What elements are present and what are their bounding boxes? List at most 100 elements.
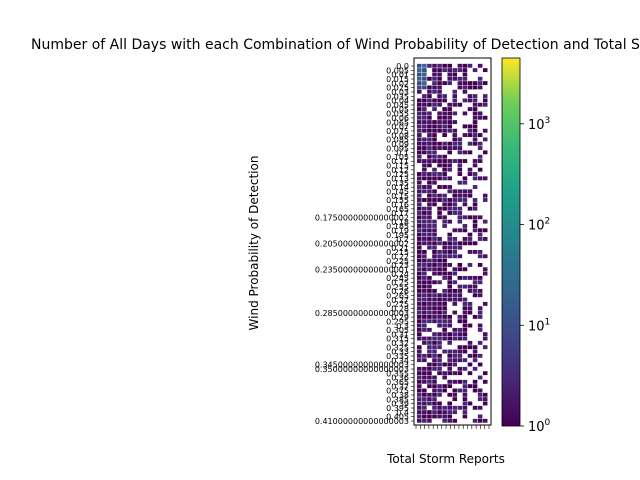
heatmap-cell [417,392,422,397]
heatmap-cell [417,418,422,423]
y-tick-label: 0.215 [386,248,409,257]
heatmap-cell [427,327,432,332]
heatmap-cell [452,405,458,410]
y-tick-label: 0.28500000000000003 [315,309,409,318]
heatmap-cell [457,358,463,363]
heatmap-cell [422,228,427,233]
y-tick-label: 0.36 [391,374,409,383]
x-axis-ticks [415,425,490,429]
heatmap-cell [477,375,483,380]
heatmap-cell [422,232,427,237]
heatmap-cell [462,332,468,337]
heatmap-cell [447,63,452,68]
heatmap-cell [432,89,437,94]
heatmap-cell [477,414,483,419]
colorbar-tick-label: 101 [528,317,550,334]
heatmap-cell [467,384,473,389]
heatmap-cell [457,206,463,211]
heatmap-cell [427,146,432,150]
heatmap-cell [437,358,442,363]
heatmap-cell [427,418,432,423]
heatmap-cell [427,397,432,402]
heatmap-cell [442,288,447,293]
heatmap-cell [467,323,473,328]
heatmap-cell [467,301,473,306]
heatmap-cell [442,314,447,319]
heatmap-cell [417,327,422,332]
heatmap-cell [437,128,442,133]
heatmap-cell [467,284,473,289]
heatmap-cell [437,323,442,328]
heatmap-cell [442,336,447,341]
heatmap-cell [417,154,422,159]
heatmap-cell [427,102,432,107]
heatmap-cell [432,314,437,319]
y-tick-label: 0.33 [391,348,409,357]
heatmap-cell [427,258,432,263]
heatmap-cell [437,267,442,272]
heatmap-cell [427,384,432,389]
heatmap-cell [432,288,437,293]
heatmap-cell [417,349,422,354]
heatmap-cell [417,176,422,181]
heatmap-cell [432,85,437,90]
heatmap-cell [422,310,427,315]
heatmap-cell [477,418,483,423]
heatmap-cell [442,98,447,103]
heatmap-cell [447,405,452,410]
heatmap-cell [442,275,447,280]
heatmap-cell [452,68,458,73]
heatmap-cell [477,146,483,150]
heatmap-cell [427,375,432,380]
heatmap-cell [432,306,437,311]
heatmap-cell [457,189,463,194]
heatmap-cell [427,172,432,176]
heatmap-cell [442,167,447,172]
heatmap-cell [422,206,427,211]
heatmap-cell [437,271,442,276]
heatmap-cell [442,267,447,272]
heatmap-cell [427,245,432,250]
heatmap-cell [447,167,452,172]
heatmap-cell [427,120,432,125]
heatmap-cell [432,345,437,350]
heatmap-cell [447,176,452,181]
heatmap-cell [437,319,442,324]
heatmap-cell [462,301,468,306]
heatmap-cell [482,332,488,337]
heatmap-cell [457,245,463,250]
colorbar-tick-label: 100 [528,418,551,435]
heatmap-cell [467,275,473,280]
heatmap-cell [417,63,422,68]
heatmap-cell [477,310,483,315]
heatmap-cell [432,340,437,345]
heatmap-cell [422,115,427,120]
heatmap-cell [447,232,452,237]
heatmap-cell [432,63,437,68]
heatmap-cell [467,189,473,194]
heatmap-cell [432,349,437,354]
y-tick-label: 0.225 [386,257,409,266]
heatmap-cell [482,102,488,107]
heatmap-cell [482,115,488,120]
heatmap-cell [447,245,452,250]
heatmap-cell [427,76,432,81]
heatmap-cell [437,414,442,419]
heatmap-cell [417,405,422,410]
heatmap-cell [417,371,422,376]
heatmap-cell [477,133,483,137]
heatmap-cell [482,137,488,142]
heatmap-cell [427,198,432,202]
heatmap-cell [427,349,432,354]
heatmap-cell [432,198,437,202]
y-tick-label: 0.145 [386,188,409,197]
heatmap-cell [447,293,452,298]
heatmap-cell [467,98,473,103]
heatmap-cell [442,202,447,207]
heatmap-cell [452,388,458,393]
heatmap-cell [457,353,463,358]
heatmap-cell [452,327,458,332]
heatmap-cell [477,362,483,367]
heatmap-cell [452,189,458,194]
heatmap-cell [472,418,478,423]
